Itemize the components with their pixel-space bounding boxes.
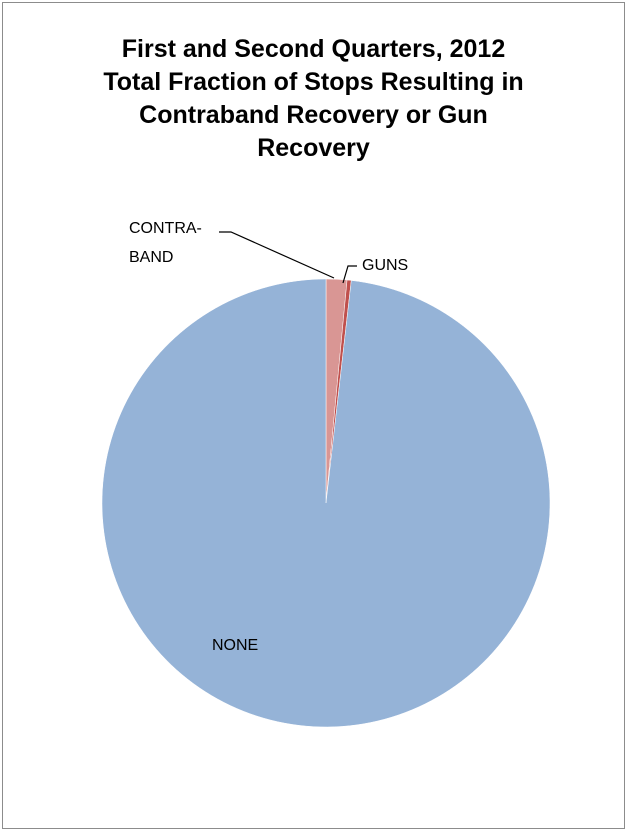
leader-line-contra-band: [219, 231, 335, 279]
title-line-1: First and Second Quarters, 2012: [121, 35, 506, 63]
slice-label-contra-band-2: BAND: [129, 249, 173, 266]
pie-slices: [101, 278, 551, 728]
slice-labels: CONTRA- BAND GUNS NONE: [129, 220, 408, 654]
chart-title: First and Second Quarters, 2012 Total Fr…: [3, 33, 624, 165]
slice-label-guns-1: GUNS: [362, 257, 408, 274]
pie-slice-none: [101, 278, 551, 728]
slice-label-contra-band-1: CONTRA-: [129, 220, 202, 237]
title-line-4: Recovery: [257, 134, 370, 162]
title-line-2: Total Fraction of Stops Resulting in: [103, 68, 524, 96]
slice-label-none-1: NONE: [212, 637, 258, 654]
title-line-3: Contraband Recovery or Gun: [139, 101, 488, 129]
leader-line-guns: [342, 265, 357, 284]
leader-lines: [219, 231, 357, 284]
